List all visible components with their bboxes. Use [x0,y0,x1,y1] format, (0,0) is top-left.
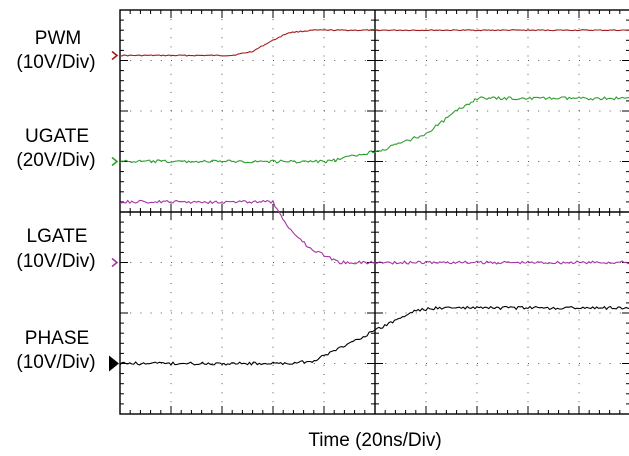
grid [119,9,629,415]
x-axis-title: Time (20ns/Div) [308,430,441,451]
traces [119,29,629,366]
channel-label-lgate: LGATE (10V/Div) [16,226,95,272]
channel-markers [109,50,119,372]
ugate-name-label: UGATE [25,126,89,147]
pwm-scale-label: (10V/Div) [16,52,95,73]
lgate-ground-marker [111,257,119,268]
ugate-ground-marker [111,156,119,167]
trace-ugate [119,96,629,164]
trace-phase [119,305,629,366]
phase-ground-marker [109,355,119,372]
lgate-name-label: LGATE [27,226,88,247]
trace-pwm [119,29,629,57]
channel-label-ugate: UGATE (20V/Div) [16,126,95,171]
pwm-ground-marker [111,50,119,61]
phase-name-label: PHASE [25,328,89,349]
phase-scale-label: (10V/Div) [16,352,95,373]
ugate-scale-label: (20V/Div) [16,150,95,171]
channel-label-pwm: PWM (10V/Div) [16,28,95,73]
plot-frame [119,9,629,415]
pwm-name-label: PWM [35,28,81,49]
channel-label-phase: PHASE (10V/Div) [16,328,95,373]
lgate-scale-label: (10V/Div) [16,251,95,272]
trace-lgate [119,199,629,265]
